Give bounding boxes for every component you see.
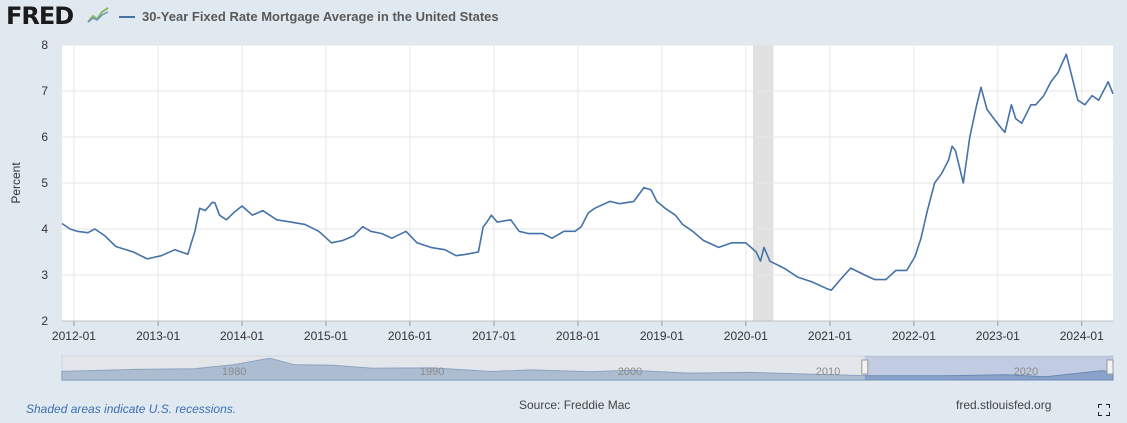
series-legend-label[interactable]: 30-Year Fixed Rate Mortgage Average in t… (142, 9, 499, 24)
y-tick-label: 2 (41, 314, 48, 328)
y-tick-label: 7 (41, 84, 48, 98)
x-tick-label: 2016-01 (388, 329, 432, 343)
navigator-label: 2020 (1014, 366, 1038, 378)
site-link[interactable]: fred.stlouisfed.org (956, 398, 1052, 412)
legend-swatch (119, 16, 135, 18)
chart: 2 3 4 5 6 7 8 2012-01 2013-01 2014-01 2015-01 2016-… (9, 38, 1114, 381)
x-tick-label: 2012-01 (52, 329, 96, 343)
source-text: Source: Freddie Mac (519, 398, 631, 412)
x-tick-label: 2024-01 (1060, 329, 1104, 343)
chart-line-icon (87, 6, 109, 24)
navigator-unselected (62, 356, 865, 380)
y-tick-label: 3 (41, 268, 48, 282)
y-tick-label: 6 (41, 130, 48, 144)
x-tick-label: 2023-01 (976, 329, 1020, 343)
navigator-area (61, 357, 1114, 381)
x-tick-label: 2014-01 (220, 329, 264, 343)
navigator[interactable]: 1980 1990 2000 2010 2020 (61, 355, 1114, 381)
y-tick-label: 4 (41, 222, 48, 236)
navigator-label: 1990 (420, 366, 444, 378)
x-tick-label: 2019-01 (640, 329, 684, 343)
y-tick-label: 8 (41, 38, 48, 52)
x-tick-label: 2022-01 (892, 329, 936, 343)
fred-logo[interactable]: FRED (6, 2, 74, 30)
x-tick-label: 2018-01 (556, 329, 600, 343)
fullscreen-icon[interactable] (1098, 404, 1110, 416)
recession-note: Shaded areas indicate U.S. recessions. (26, 402, 237, 416)
x-tick-label: 2013-01 (136, 329, 180, 343)
chart-header: FRED 30-Year Fixed Rate Mortgage Average… (0, 0, 1127, 34)
x-tick-label: 2015-01 (304, 329, 348, 343)
x-tick-label: 2021-01 (808, 329, 852, 343)
y-axis-title: Percent (9, 162, 23, 204)
y-tick-label: 5 (41, 176, 48, 190)
navigator-label: 2010 (816, 366, 840, 378)
navigator-handle[interactable] (861, 359, 869, 375)
navigator-selection (864, 356, 1113, 380)
x-tick-label: 2020-01 (724, 329, 768, 343)
navigator-label: 2000 (618, 366, 642, 378)
navigator-handle[interactable] (1106, 359, 1114, 375)
x-tick-label: 2017-01 (472, 329, 516, 343)
plot-area[interactable]: 2 3 4 5 6 7 8 2012-01 2013-01 2014-01 2015-01 2016-… (9, 38, 1114, 343)
navigator-label: 1980 (222, 366, 246, 378)
series-line (61, 53, 1114, 292)
